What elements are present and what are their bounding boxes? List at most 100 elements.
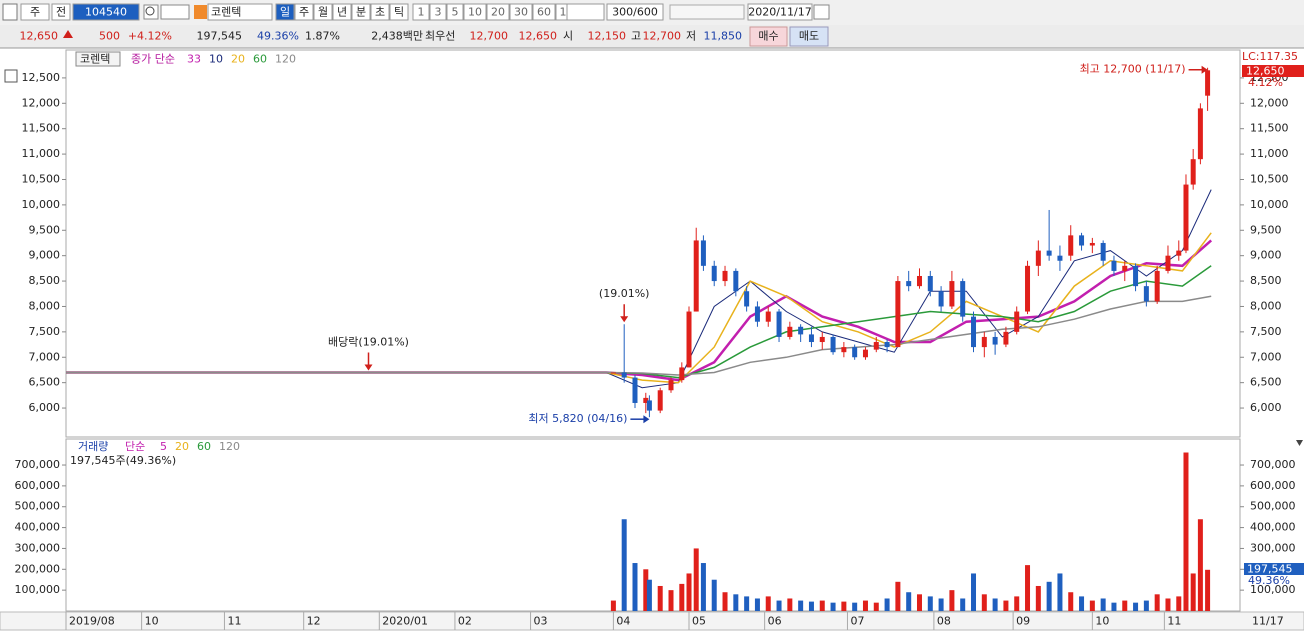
- volume-legend-entry: 60: [197, 440, 211, 453]
- period-button[interactable]: 초: [375, 6, 385, 19]
- name-input[interactable]: 코렌텍: [211, 6, 241, 19]
- x-tick-label: 03: [534, 615, 548, 628]
- y-tick-label-right: 6,500: [1250, 376, 1282, 389]
- name-input-box[interactable]: [207, 3, 273, 21]
- code-input-box[interactable]: [72, 3, 140, 21]
- calendar-button[interactable]: [813, 4, 830, 20]
- period-button-box[interactable]: [332, 3, 352, 21]
- panel-icon[interactable]: [4, 69, 18, 83]
- sell-button-box[interactable]: [789, 26, 829, 47]
- y-tick-label: 10,500: [22, 172, 61, 185]
- candle-body: [1111, 260, 1117, 271]
- period-button[interactable]: 주: [299, 6, 309, 19]
- volume-bar: [686, 573, 692, 611]
- annotation: 최고 12,700 (11/17): [1080, 63, 1186, 76]
- interval-button-box[interactable]: [429, 3, 447, 21]
- period-button-box[interactable]: [389, 3, 409, 21]
- x-tick-label: 10: [145, 615, 159, 628]
- sell-button[interactable]: 매도: [799, 30, 819, 43]
- interval-button[interactable]: 3: [435, 6, 442, 19]
- interval-button[interactable]: 5: [452, 6, 459, 19]
- candle-body: [884, 342, 890, 348]
- candle-body: [1046, 250, 1052, 256]
- candle-body: [643, 397, 649, 403]
- count-input[interactable]: 300/600: [612, 6, 658, 19]
- window-icon[interactable]: [2, 3, 18, 21]
- quote-ask: 12,700: [470, 30, 509, 43]
- candle-body: [1079, 235, 1085, 246]
- period-button-box[interactable]: [294, 3, 314, 21]
- volume-bar: [693, 548, 699, 611]
- interval-button-box[interactable]: [509, 3, 533, 21]
- dropdown[interactable]: [566, 3, 605, 21]
- legend-entry: 20: [231, 53, 245, 66]
- volume-bar: [992, 598, 998, 611]
- candle-body: [1035, 250, 1041, 266]
- interval-button-box[interactable]: [412, 3, 430, 21]
- x-tick-label: 12: [307, 615, 321, 628]
- volume-legend-entry: 5: [160, 440, 167, 453]
- stock-type-badge: [194, 5, 207, 19]
- date-input-box[interactable]: [747, 3, 813, 21]
- candle-body: [852, 347, 858, 358]
- last-volume: 197,545: [1247, 563, 1293, 576]
- sound-button[interactable]: [160, 4, 190, 20]
- candle-body: [722, 270, 728, 282]
- market-select[interactable]: 주: [30, 6, 40, 19]
- volume-bar: [971, 573, 977, 611]
- volume-bar: [1165, 598, 1171, 611]
- interval-button[interactable]: 60: [537, 6, 551, 19]
- prev-button-box[interactable]: [51, 3, 71, 21]
- date-input[interactable]: 2020/11/17: [748, 6, 811, 19]
- interval-button[interactable]: 1: [418, 6, 425, 19]
- search-button[interactable]: [143, 4, 159, 20]
- interval-button[interactable]: 10: [468, 6, 482, 19]
- y-tick-label: 7,000: [29, 350, 61, 363]
- period-button[interactable]: 월: [318, 6, 328, 19]
- count-input-box[interactable]: [606, 3, 664, 21]
- interval-button[interactable]: 30: [514, 6, 528, 19]
- tool-icons[interactable]: [669, 4, 745, 20]
- market-select-box[interactable]: [20, 3, 50, 21]
- period-button[interactable]: 일: [280, 5, 290, 19]
- x-tick-label: 04: [616, 615, 630, 628]
- y-tick-label: 6,000: [29, 401, 61, 414]
- period-button[interactable]: 틱: [394, 6, 404, 19]
- candle-body: [830, 336, 836, 353]
- volume-bar: [1057, 573, 1063, 611]
- interval-button-box[interactable]: [532, 3, 556, 21]
- period-button-box[interactable]: [313, 3, 333, 21]
- x-tick-label: 02: [458, 615, 472, 628]
- period-button-box[interactable]: [370, 3, 390, 21]
- y-tick-label: 11,500: [22, 122, 61, 135]
- period-button[interactable]: 년: [337, 6, 347, 19]
- volume-bar: [1014, 596, 1020, 611]
- buy-button[interactable]: 매수: [758, 30, 778, 43]
- panel-toggle[interactable]: [1296, 440, 1303, 446]
- volume-bar: [679, 583, 685, 611]
- y-tick-label: 10,000: [22, 198, 61, 211]
- volume-bar: [895, 581, 901, 611]
- interval-button-box[interactable]: [486, 3, 510, 21]
- period-button-box[interactable]: [275, 3, 295, 21]
- quote-price: 12,650: [20, 30, 59, 43]
- interval-button-box[interactable]: [446, 3, 464, 21]
- volume-bar: [1003, 600, 1009, 611]
- volume-bar: [906, 592, 912, 611]
- candle-body: [1165, 255, 1171, 271]
- quote-bar-bg: [0, 25, 1304, 48]
- y-tick-label: 7,500: [29, 325, 61, 338]
- interval-button[interactable]: 20: [491, 6, 505, 19]
- code-input[interactable]: 104540: [85, 6, 127, 19]
- interval-button-box[interactable]: [463, 3, 487, 21]
- period-button[interactable]: 분: [356, 6, 366, 19]
- volume-summary: 197,545주(49.36%): [70, 454, 176, 467]
- prev-button[interactable]: 전: [56, 6, 66, 19]
- buy-button-box[interactable]: [749, 26, 788, 47]
- y-tick-label-right: 100,000: [1250, 583, 1296, 596]
- period-button-box[interactable]: [351, 3, 371, 21]
- y-tick-label: 9,000: [29, 249, 61, 262]
- volume-bar: [1089, 600, 1095, 611]
- candle-body: [798, 326, 804, 335]
- candle-body: [1183, 184, 1189, 251]
